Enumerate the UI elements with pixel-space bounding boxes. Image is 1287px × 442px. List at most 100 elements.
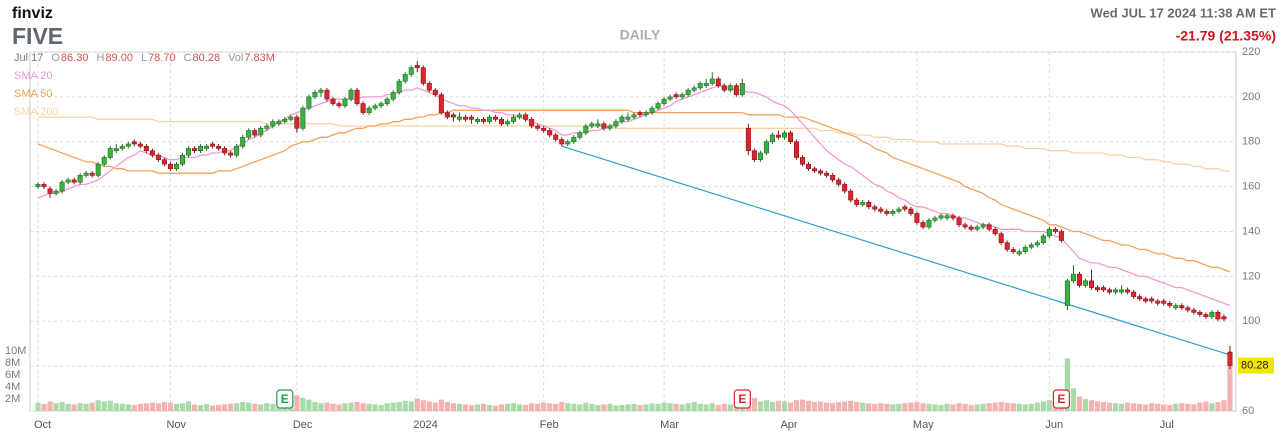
volume-bar bbox=[769, 402, 776, 411]
x-tick-label: Dec bbox=[293, 419, 313, 431]
volume-bar bbox=[950, 404, 956, 411]
candle-body bbox=[282, 119, 288, 122]
candle-body bbox=[204, 145, 210, 149]
quote-key: C bbox=[184, 52, 192, 64]
candle-body bbox=[926, 219, 932, 228]
volume-bar bbox=[1082, 399, 1089, 411]
candle-body bbox=[571, 136, 577, 143]
volume-bar bbox=[240, 402, 246, 411]
volume-bar bbox=[1046, 400, 1052, 411]
candle-body bbox=[1034, 242, 1040, 246]
legend-label: SMA 200 bbox=[14, 106, 59, 118]
volume-bar bbox=[450, 403, 456, 411]
volume-bar bbox=[1094, 401, 1101, 411]
candle-body bbox=[107, 148, 113, 158]
volume-bar bbox=[1076, 396, 1083, 411]
x-tick-label: Nov bbox=[166, 419, 186, 431]
volume-bar bbox=[222, 404, 228, 411]
candle-body bbox=[53, 190, 59, 194]
candle-body bbox=[727, 85, 733, 91]
candle-body bbox=[1028, 244, 1034, 248]
candle-body bbox=[523, 114, 529, 120]
volume-bar bbox=[366, 403, 372, 411]
candle-body bbox=[179, 154, 185, 165]
candle-body bbox=[1095, 287, 1101, 291]
candle-body bbox=[1197, 311, 1203, 315]
candle-body bbox=[655, 103, 661, 109]
volume-bar bbox=[504, 403, 511, 411]
volume-bar bbox=[884, 403, 890, 411]
volume-tick-label: 6M bbox=[5, 369, 20, 381]
candle-body bbox=[968, 226, 974, 230]
volume-bar bbox=[426, 401, 432, 411]
candle-body bbox=[944, 215, 950, 219]
candle-body bbox=[312, 92, 318, 98]
candle-body bbox=[553, 134, 559, 140]
candle-body bbox=[1082, 280, 1088, 286]
volume-bar bbox=[631, 403, 637, 411]
volume-bar bbox=[589, 403, 595, 411]
candle-body bbox=[480, 119, 486, 122]
candle-body bbox=[1149, 298, 1155, 302]
volume-bar bbox=[312, 402, 318, 411]
volume-bar bbox=[474, 404, 481, 411]
volume-bar bbox=[276, 406, 282, 411]
candle-body bbox=[1101, 287, 1107, 291]
volume-bar bbox=[1161, 404, 1167, 411]
candle-body bbox=[703, 83, 709, 86]
candle-body bbox=[41, 184, 47, 187]
volume-bar bbox=[83, 403, 89, 411]
candle-body bbox=[438, 94, 444, 113]
candle-body bbox=[432, 89, 438, 95]
volume-bar bbox=[1191, 404, 1197, 411]
candle-body bbox=[950, 215, 956, 219]
volume-bar bbox=[896, 403, 902, 411]
volume-bar bbox=[125, 404, 131, 411]
volume-bar bbox=[565, 403, 571, 411]
candle-body bbox=[378, 103, 384, 107]
candle-body bbox=[902, 206, 908, 210]
candle-body bbox=[848, 190, 854, 201]
y-tick-label: 200 bbox=[1242, 91, 1260, 103]
x-tick-label: Oct bbox=[34, 419, 51, 431]
candle-body bbox=[408, 67, 414, 75]
volume-bar bbox=[824, 402, 830, 411]
x-tick-label: Mar bbox=[660, 419, 679, 431]
candle-body bbox=[1010, 249, 1016, 252]
volume-bar bbox=[1221, 400, 1227, 411]
candle-body bbox=[583, 125, 589, 134]
volume-bar bbox=[390, 402, 396, 411]
volume-bar bbox=[799, 399, 806, 411]
candle-body bbox=[288, 116, 294, 120]
quote-value: 86.30 bbox=[61, 52, 89, 64]
brand[interactable]: finviz bbox=[12, 5, 53, 22]
volume-bar bbox=[547, 403, 553, 411]
volume-bar bbox=[1197, 402, 1203, 411]
x-tick-label: 2024 bbox=[413, 419, 437, 431]
candle-body bbox=[884, 211, 890, 214]
volume-bar bbox=[1179, 403, 1185, 411]
volume-bar bbox=[1106, 402, 1113, 411]
candle-body bbox=[1052, 228, 1058, 232]
quote-key: O bbox=[51, 52, 60, 64]
candle-body bbox=[962, 224, 968, 228]
candle-body bbox=[511, 116, 517, 122]
volume-bar bbox=[962, 403, 968, 411]
volume-bar bbox=[336, 404, 342, 411]
volume-bar bbox=[432, 402, 438, 411]
candle-body bbox=[595, 123, 601, 127]
candle-body bbox=[1137, 296, 1143, 300]
candle-body bbox=[733, 85, 739, 95]
volume-bar bbox=[1203, 401, 1209, 411]
volume-bar bbox=[848, 400, 854, 411]
candle-body bbox=[59, 181, 65, 192]
volume-bar bbox=[517, 404, 523, 411]
volume-bar bbox=[607, 403, 613, 411]
candle-body bbox=[679, 94, 685, 98]
volume-bar bbox=[854, 402, 860, 411]
volume-bar bbox=[763, 400, 770, 411]
candle-body bbox=[318, 89, 324, 93]
volume-bar bbox=[715, 405, 721, 411]
candle-body bbox=[878, 208, 884, 212]
